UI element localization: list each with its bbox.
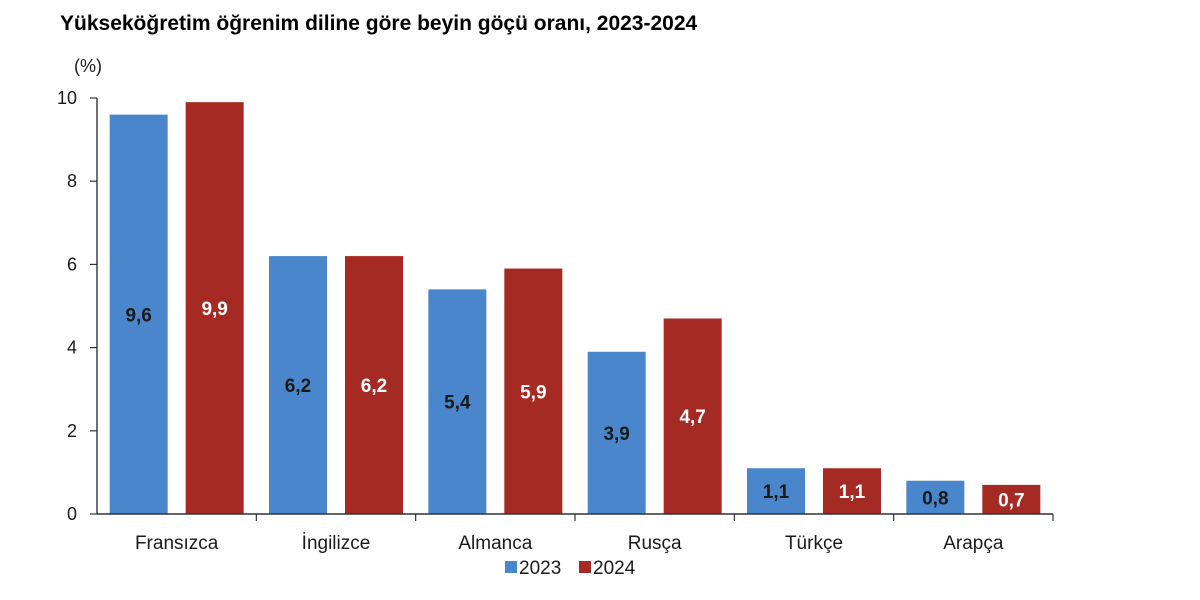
bar-labels: 9,6 9,9 6,2 6,2 5,4 5,9 3,9 4,7 1,1 1,1 0,8 0,7 bbox=[125, 299, 1024, 511]
bar-value-label: 3,9 bbox=[603, 424, 629, 445]
bar-2024-2 bbox=[504, 268, 563, 514]
y-tick-label: 4 bbox=[67, 338, 77, 358]
bar-value-label: 6,2 bbox=[361, 376, 387, 397]
bar-value-label: 1,1 bbox=[839, 482, 866, 503]
bars bbox=[109, 102, 1041, 514]
bar-value-label: 5,9 bbox=[520, 382, 546, 403]
category-label: Almanca bbox=[458, 533, 532, 554]
legend-swatch-2024 bbox=[579, 561, 591, 573]
y-tick-label: 0 bbox=[67, 504, 77, 524]
bar-value-label: 0,8 bbox=[922, 488, 948, 509]
bar-2024-3 bbox=[663, 318, 722, 514]
bar-value-label: 0,7 bbox=[998, 490, 1024, 511]
y-tick-label: 10 bbox=[57, 88, 77, 108]
legend-swatch-2023 bbox=[505, 561, 517, 573]
bar-2023-2 bbox=[428, 289, 487, 514]
bar-2023-5 bbox=[906, 480, 965, 514]
bar-2024-1 bbox=[345, 256, 403, 514]
bar-value-label: 5,4 bbox=[444, 393, 471, 414]
category-labels: Fransızca İngilizce Almanca Rusça Türkçe Arap… bbox=[135, 533, 1004, 554]
y-axis-unit: (%) bbox=[74, 56, 102, 76]
bar-value-label: 4,7 bbox=[679, 407, 705, 428]
category-label: İngilizce bbox=[302, 533, 371, 554]
bar-value-label: 6,2 bbox=[285, 376, 311, 397]
category-label: Arapça bbox=[943, 533, 1004, 554]
bar-value-label: 9,9 bbox=[201, 299, 227, 320]
legend-label-2023: 2023 bbox=[519, 558, 561, 579]
axes bbox=[96, 98, 1054, 521]
bar-2023-3 bbox=[587, 351, 646, 514]
category-label: Fransızca bbox=[135, 533, 219, 554]
y-tick-label: 2 bbox=[67, 421, 77, 441]
bar-2024-5 bbox=[982, 484, 1041, 514]
bar-2024-4 bbox=[823, 468, 881, 514]
y-tick-label: 6 bbox=[67, 254, 77, 274]
category-label: Rusça bbox=[628, 533, 682, 554]
bar-2023-0 bbox=[109, 114, 168, 514]
bar-2023-1 bbox=[269, 256, 327, 514]
legend: 2023 2024 bbox=[505, 558, 636, 579]
bar-value-label: 9,6 bbox=[125, 305, 151, 326]
bar-2023-4 bbox=[747, 468, 805, 514]
y-axis-ticks: 0 2 4 6 8 10 bbox=[57, 88, 97, 524]
y-tick-label: 8 bbox=[67, 171, 77, 191]
bar-2024-0 bbox=[185, 102, 244, 514]
category-label: Türkçe bbox=[785, 533, 843, 554]
legend-label-2024: 2024 bbox=[593, 558, 636, 579]
chart-title: Yükseköğretim öğrenim diline göre beyin … bbox=[60, 12, 698, 35]
bar-value-label: 1,1 bbox=[763, 482, 790, 503]
